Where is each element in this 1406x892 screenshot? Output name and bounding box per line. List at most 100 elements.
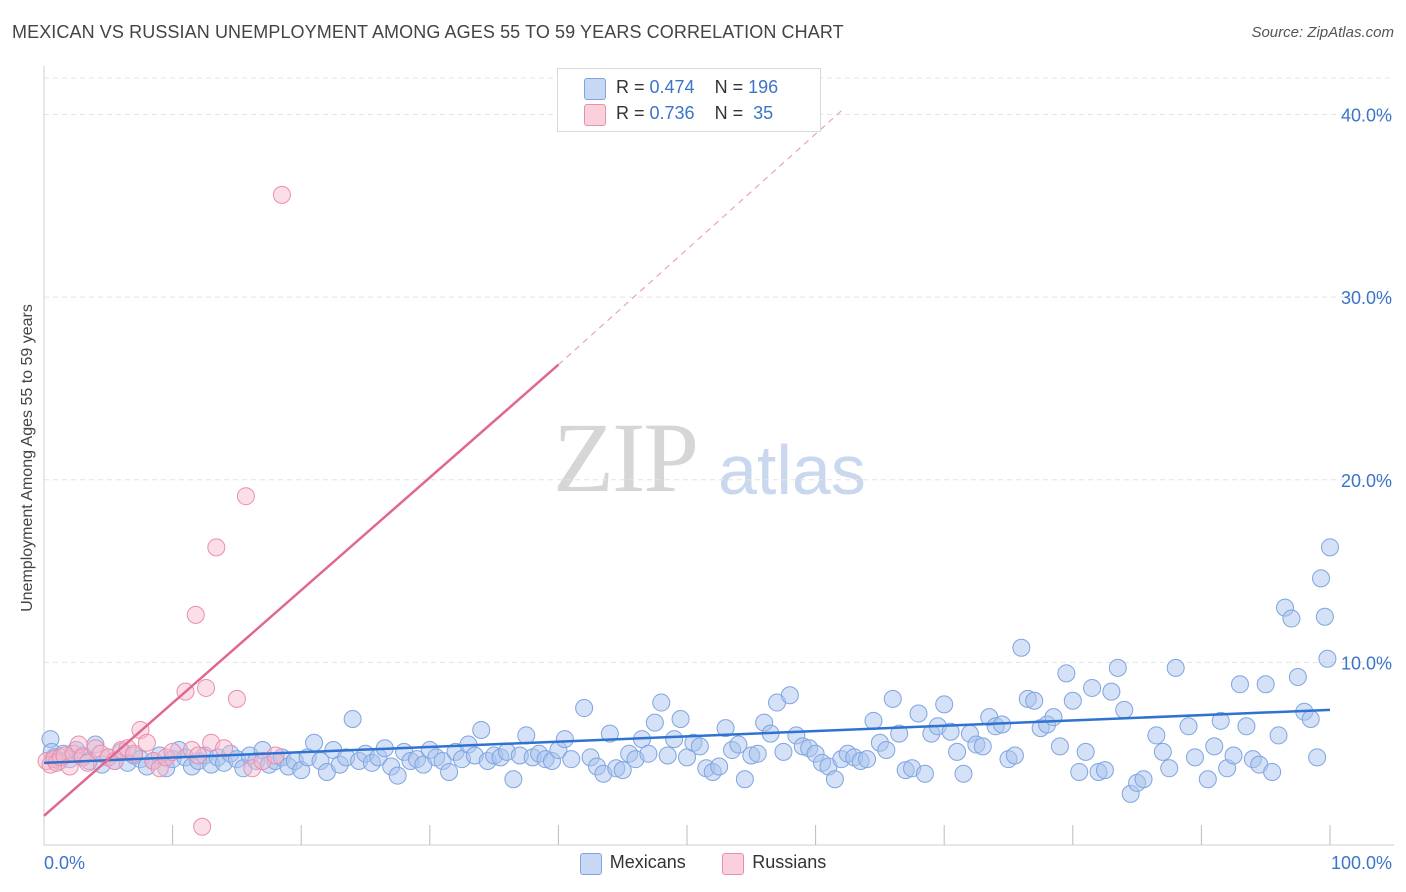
legend-r-label: R = — [616, 103, 650, 123]
point-mexicans — [890, 724, 909, 743]
point-mexicans — [710, 757, 729, 776]
point-mexicans — [1311, 569, 1330, 588]
point-mexicans — [948, 742, 967, 761]
point-mexicans — [729, 735, 748, 754]
point-mexicans — [1318, 649, 1337, 668]
point-russians — [266, 746, 285, 765]
point-mexicans — [1057, 664, 1076, 683]
point-mexicans — [645, 713, 664, 732]
point-mexicans — [1025, 691, 1044, 710]
point-mexicans — [1166, 658, 1185, 677]
point-mexicans — [825, 770, 844, 789]
point-mexicans — [858, 750, 877, 769]
trendline-russians-extension — [557, 110, 842, 366]
point-mexicans — [1134, 770, 1153, 789]
point-mexicans — [1179, 717, 1198, 736]
point-mexicans — [877, 741, 896, 760]
point-mexicans — [1315, 607, 1334, 626]
legend-r-label: R = — [616, 77, 650, 97]
legend-r-value: 0.474 — [649, 77, 695, 97]
point-mexicans — [504, 770, 523, 789]
point-mexicans — [1012, 638, 1031, 657]
y-tick-label: 40.0% — [1341, 106, 1392, 126]
legend-n-label: N = — [714, 77, 749, 97]
point-mexicans — [562, 750, 581, 769]
point-mexicans — [1282, 609, 1301, 628]
point-mexicans — [613, 761, 632, 780]
point-mexicans — [690, 737, 709, 756]
point-mexicans — [909, 704, 928, 723]
legend-item-russians[interactable]: Russians — [722, 852, 827, 875]
point-russians — [243, 759, 262, 778]
point-mexicans — [883, 689, 902, 708]
point-mexicans — [1044, 708, 1063, 727]
correlation-legend: R = 0.474 N = 196 R = 0.736 N = 35 — [557, 68, 821, 132]
point-mexicans — [735, 770, 754, 789]
point-russians — [207, 538, 226, 557]
legend-n-value: 196 — [748, 77, 779, 97]
point-mexicans — [1063, 691, 1082, 710]
point-mexicans — [671, 709, 690, 728]
point-mexicans — [1198, 770, 1217, 789]
legend-swatch-russians — [722, 853, 745, 875]
x-tick-label: 0.0% — [44, 853, 85, 873]
point-mexicans — [1224, 746, 1243, 765]
point-mexicans — [1263, 762, 1282, 781]
point-russians — [227, 689, 246, 708]
point-russians — [215, 739, 234, 758]
point-mexicans — [1147, 726, 1166, 745]
point-mexicans — [774, 742, 793, 761]
point-mexicans — [1205, 737, 1224, 756]
point-mexicans — [1005, 746, 1024, 765]
point-mexicans — [1211, 711, 1230, 730]
point-mexicans — [716, 719, 735, 738]
chart-title: MEXICAN VS RUSSIAN UNEMPLOYMENT AMONG AG… — [12, 22, 844, 42]
point-mexicans — [1160, 759, 1179, 778]
point-mexicans — [941, 722, 960, 741]
trendline-russians — [43, 363, 560, 817]
point-mexicans — [440, 762, 459, 781]
y-tick-label: 30.0% — [1341, 288, 1392, 308]
legend-n-value: 35 — [748, 103, 774, 123]
watermark-zip: ZIP — [553, 402, 699, 513]
legend-swatch-mexicans — [579, 853, 602, 875]
legend-swatch-mexicans — [584, 78, 606, 100]
point-mexicans — [973, 737, 992, 756]
point-mexicans — [600, 724, 619, 743]
point-mexicans — [1083, 678, 1102, 697]
y-tick-label: 10.0% — [1341, 653, 1392, 673]
point-mexicans — [915, 764, 934, 783]
point-mexicans — [517, 726, 536, 745]
point-mexicans — [935, 695, 954, 714]
point-russians — [186, 605, 205, 624]
point-russians — [137, 733, 156, 752]
legend-label-mexicans: Mexicans — [609, 852, 686, 872]
point-mexicans — [472, 720, 491, 739]
point-mexicans — [1269, 726, 1288, 745]
chart-source: Source: ZipAtlas.com — [1251, 24, 1394, 41]
point-mexicans — [1115, 700, 1134, 719]
point-mexicans — [864, 711, 883, 730]
point-mexicans — [954, 764, 973, 783]
point-russians — [236, 487, 255, 506]
point-mexicans — [575, 699, 594, 718]
point-russians — [86, 739, 105, 758]
point-mexicans — [1102, 682, 1121, 701]
point-mexicans — [343, 709, 362, 728]
x-tick-label: 100.0% — [1331, 853, 1392, 873]
point-russians — [150, 759, 169, 778]
point-mexicans — [665, 730, 684, 749]
legend-label-russians: Russians — [752, 852, 827, 872]
point-mexicans — [1108, 658, 1127, 677]
point-mexicans — [748, 744, 767, 763]
legend-item-mexicans[interactable]: Mexicans — [579, 852, 686, 875]
series-legend: Mexicans Russians — [0, 852, 1406, 876]
watermark-atlas: atlas — [718, 431, 866, 509]
point-mexicans — [1321, 538, 1339, 557]
point-mexicans — [305, 733, 324, 752]
point-russians — [55, 746, 74, 765]
point-mexicans — [1308, 748, 1327, 767]
point-mexicans — [1256, 675, 1275, 694]
point-russians — [78, 753, 97, 772]
